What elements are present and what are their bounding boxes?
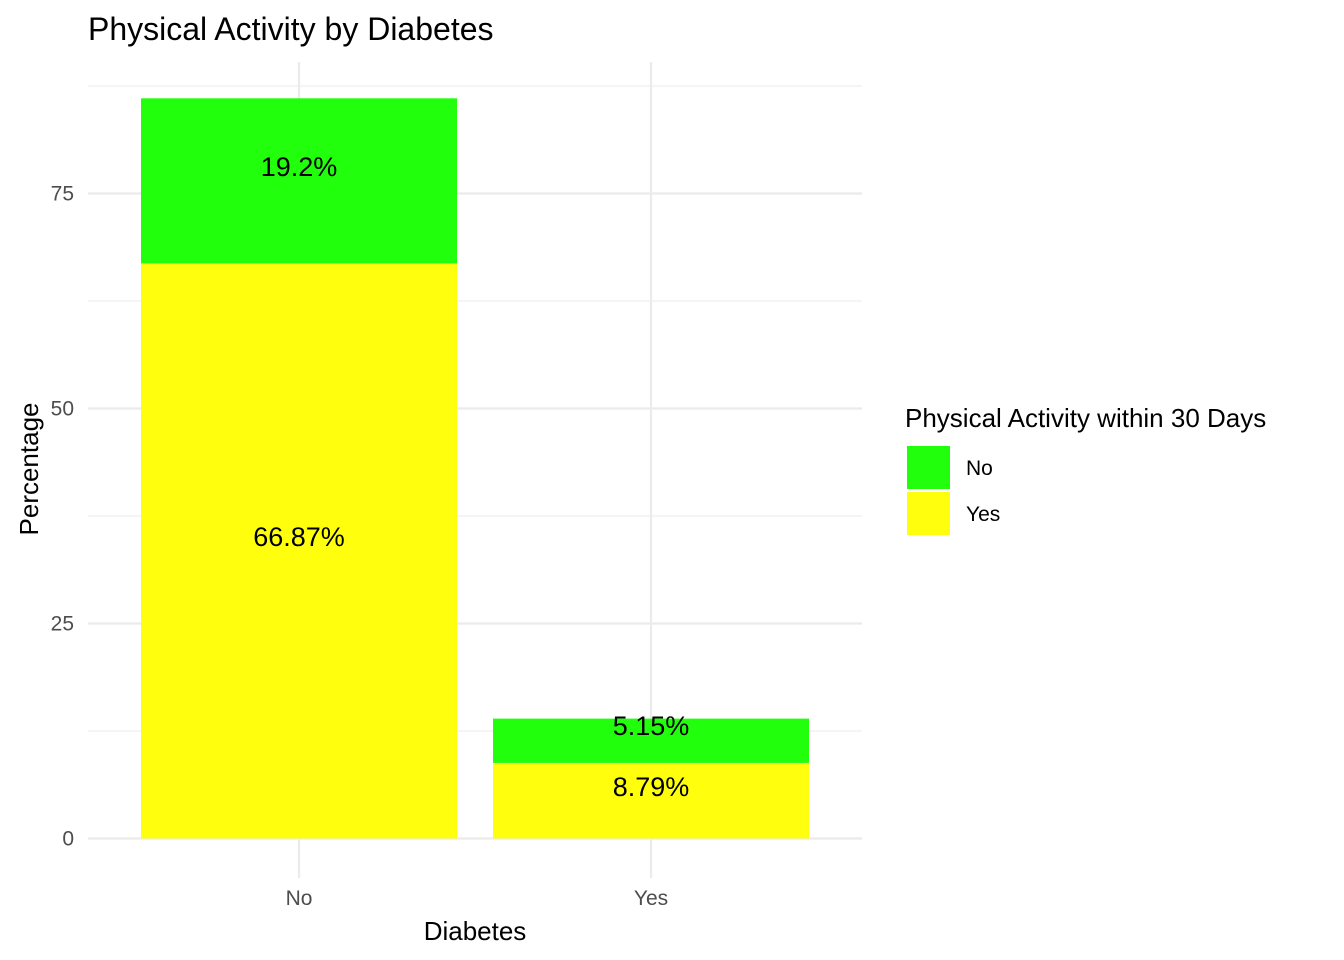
data-label-yes-yes: 8.79% (613, 772, 690, 802)
bar-yes-yes (493, 762, 809, 839)
legend-label-no: No (966, 457, 993, 480)
bar-no-yes (141, 263, 457, 839)
data-label-no-yes: 66.87% (253, 522, 345, 552)
y-axis-title: Percentage (14, 403, 44, 536)
data-label-no-no: 19.2% (261, 152, 338, 182)
legend-title: Physical Activity within 30 Days (905, 403, 1266, 433)
y-tick-label: 75 (51, 183, 74, 206)
bars (141, 98, 809, 839)
legend-key-yes (907, 492, 950, 535)
bar-no-no (141, 98, 457, 264)
bar-yes-no (493, 718, 809, 763)
x-tick-label: No (286, 887, 313, 910)
x-axis-title: Diabetes (424, 916, 527, 946)
y-tick-label: 25 (51, 613, 74, 636)
x-tick-label: Yes (634, 887, 668, 910)
axes: 0 25 50 75 No Yes (51, 183, 668, 911)
legend-label-yes: Yes (966, 503, 1000, 526)
data-label-yes-no: 5.15% (613, 711, 690, 741)
y-tick-label: 0 (62, 828, 74, 851)
legend-key-no (907, 446, 950, 489)
data-labels: 66.87% 19.2% 8.79% 5.15% (253, 152, 689, 802)
y-tick-label: 50 (51, 398, 74, 421)
legend: Physical Activity within 30 Days No Yes (905, 403, 1266, 535)
chart-title: Physical Activity by Diabetes (88, 11, 494, 47)
